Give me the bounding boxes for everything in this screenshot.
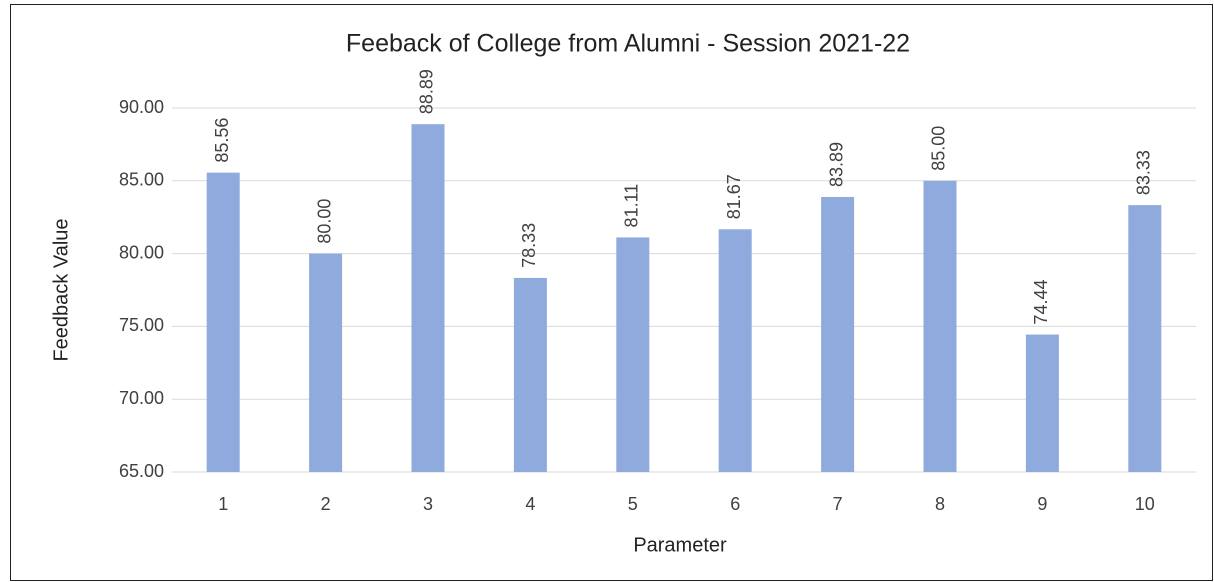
x-tick-label: 6 bbox=[730, 494, 740, 514]
bar bbox=[411, 124, 445, 473]
y-tick-label: 85.00 bbox=[119, 170, 164, 190]
data-label: 85.56 bbox=[212, 118, 232, 163]
data-label: 80.00 bbox=[314, 199, 334, 244]
x-tick-label: 2 bbox=[321, 494, 331, 514]
y-tick-label: 80.00 bbox=[119, 242, 164, 262]
x-tick-label: 1 bbox=[218, 494, 228, 514]
x-tick-label: 8 bbox=[935, 494, 945, 514]
y-tick-label: 75.00 bbox=[119, 315, 164, 335]
x-tick-label: 10 bbox=[1135, 494, 1155, 514]
bar bbox=[309, 253, 343, 472]
data-label: 81.67 bbox=[724, 174, 744, 219]
y-tick-label: 90.00 bbox=[119, 97, 164, 117]
bar bbox=[616, 237, 650, 472]
bar bbox=[821, 196, 855, 472]
bar bbox=[923, 180, 957, 473]
x-tick-label: 3 bbox=[423, 494, 433, 514]
data-label: 83.89 bbox=[826, 142, 846, 187]
bar bbox=[513, 277, 547, 472]
x-tick-label: 9 bbox=[1037, 494, 1047, 514]
y-axis-title: Feedback Value bbox=[50, 218, 72, 361]
bar bbox=[1128, 205, 1162, 472]
data-label: 74.44 bbox=[1031, 280, 1051, 325]
data-label: 81.11 bbox=[622, 184, 642, 228]
bar bbox=[718, 229, 752, 472]
x-axis-title: Parameter bbox=[633, 534, 727, 556]
x-tick-label: 5 bbox=[628, 494, 638, 514]
data-label: 83.33 bbox=[1134, 150, 1154, 195]
y-tick-label: 65.00 bbox=[119, 461, 164, 481]
bar bbox=[1025, 334, 1059, 472]
chart-title: Feeback of College from Alumni - Session… bbox=[346, 30, 910, 58]
data-label: 88.89 bbox=[417, 69, 437, 114]
data-label: 78.33 bbox=[519, 223, 539, 268]
bar bbox=[206, 172, 240, 472]
x-tick-label: 4 bbox=[525, 494, 535, 514]
x-tick-label: 7 bbox=[833, 494, 843, 514]
y-tick-label: 70.00 bbox=[119, 388, 164, 408]
data-label: 85.00 bbox=[929, 126, 949, 171]
